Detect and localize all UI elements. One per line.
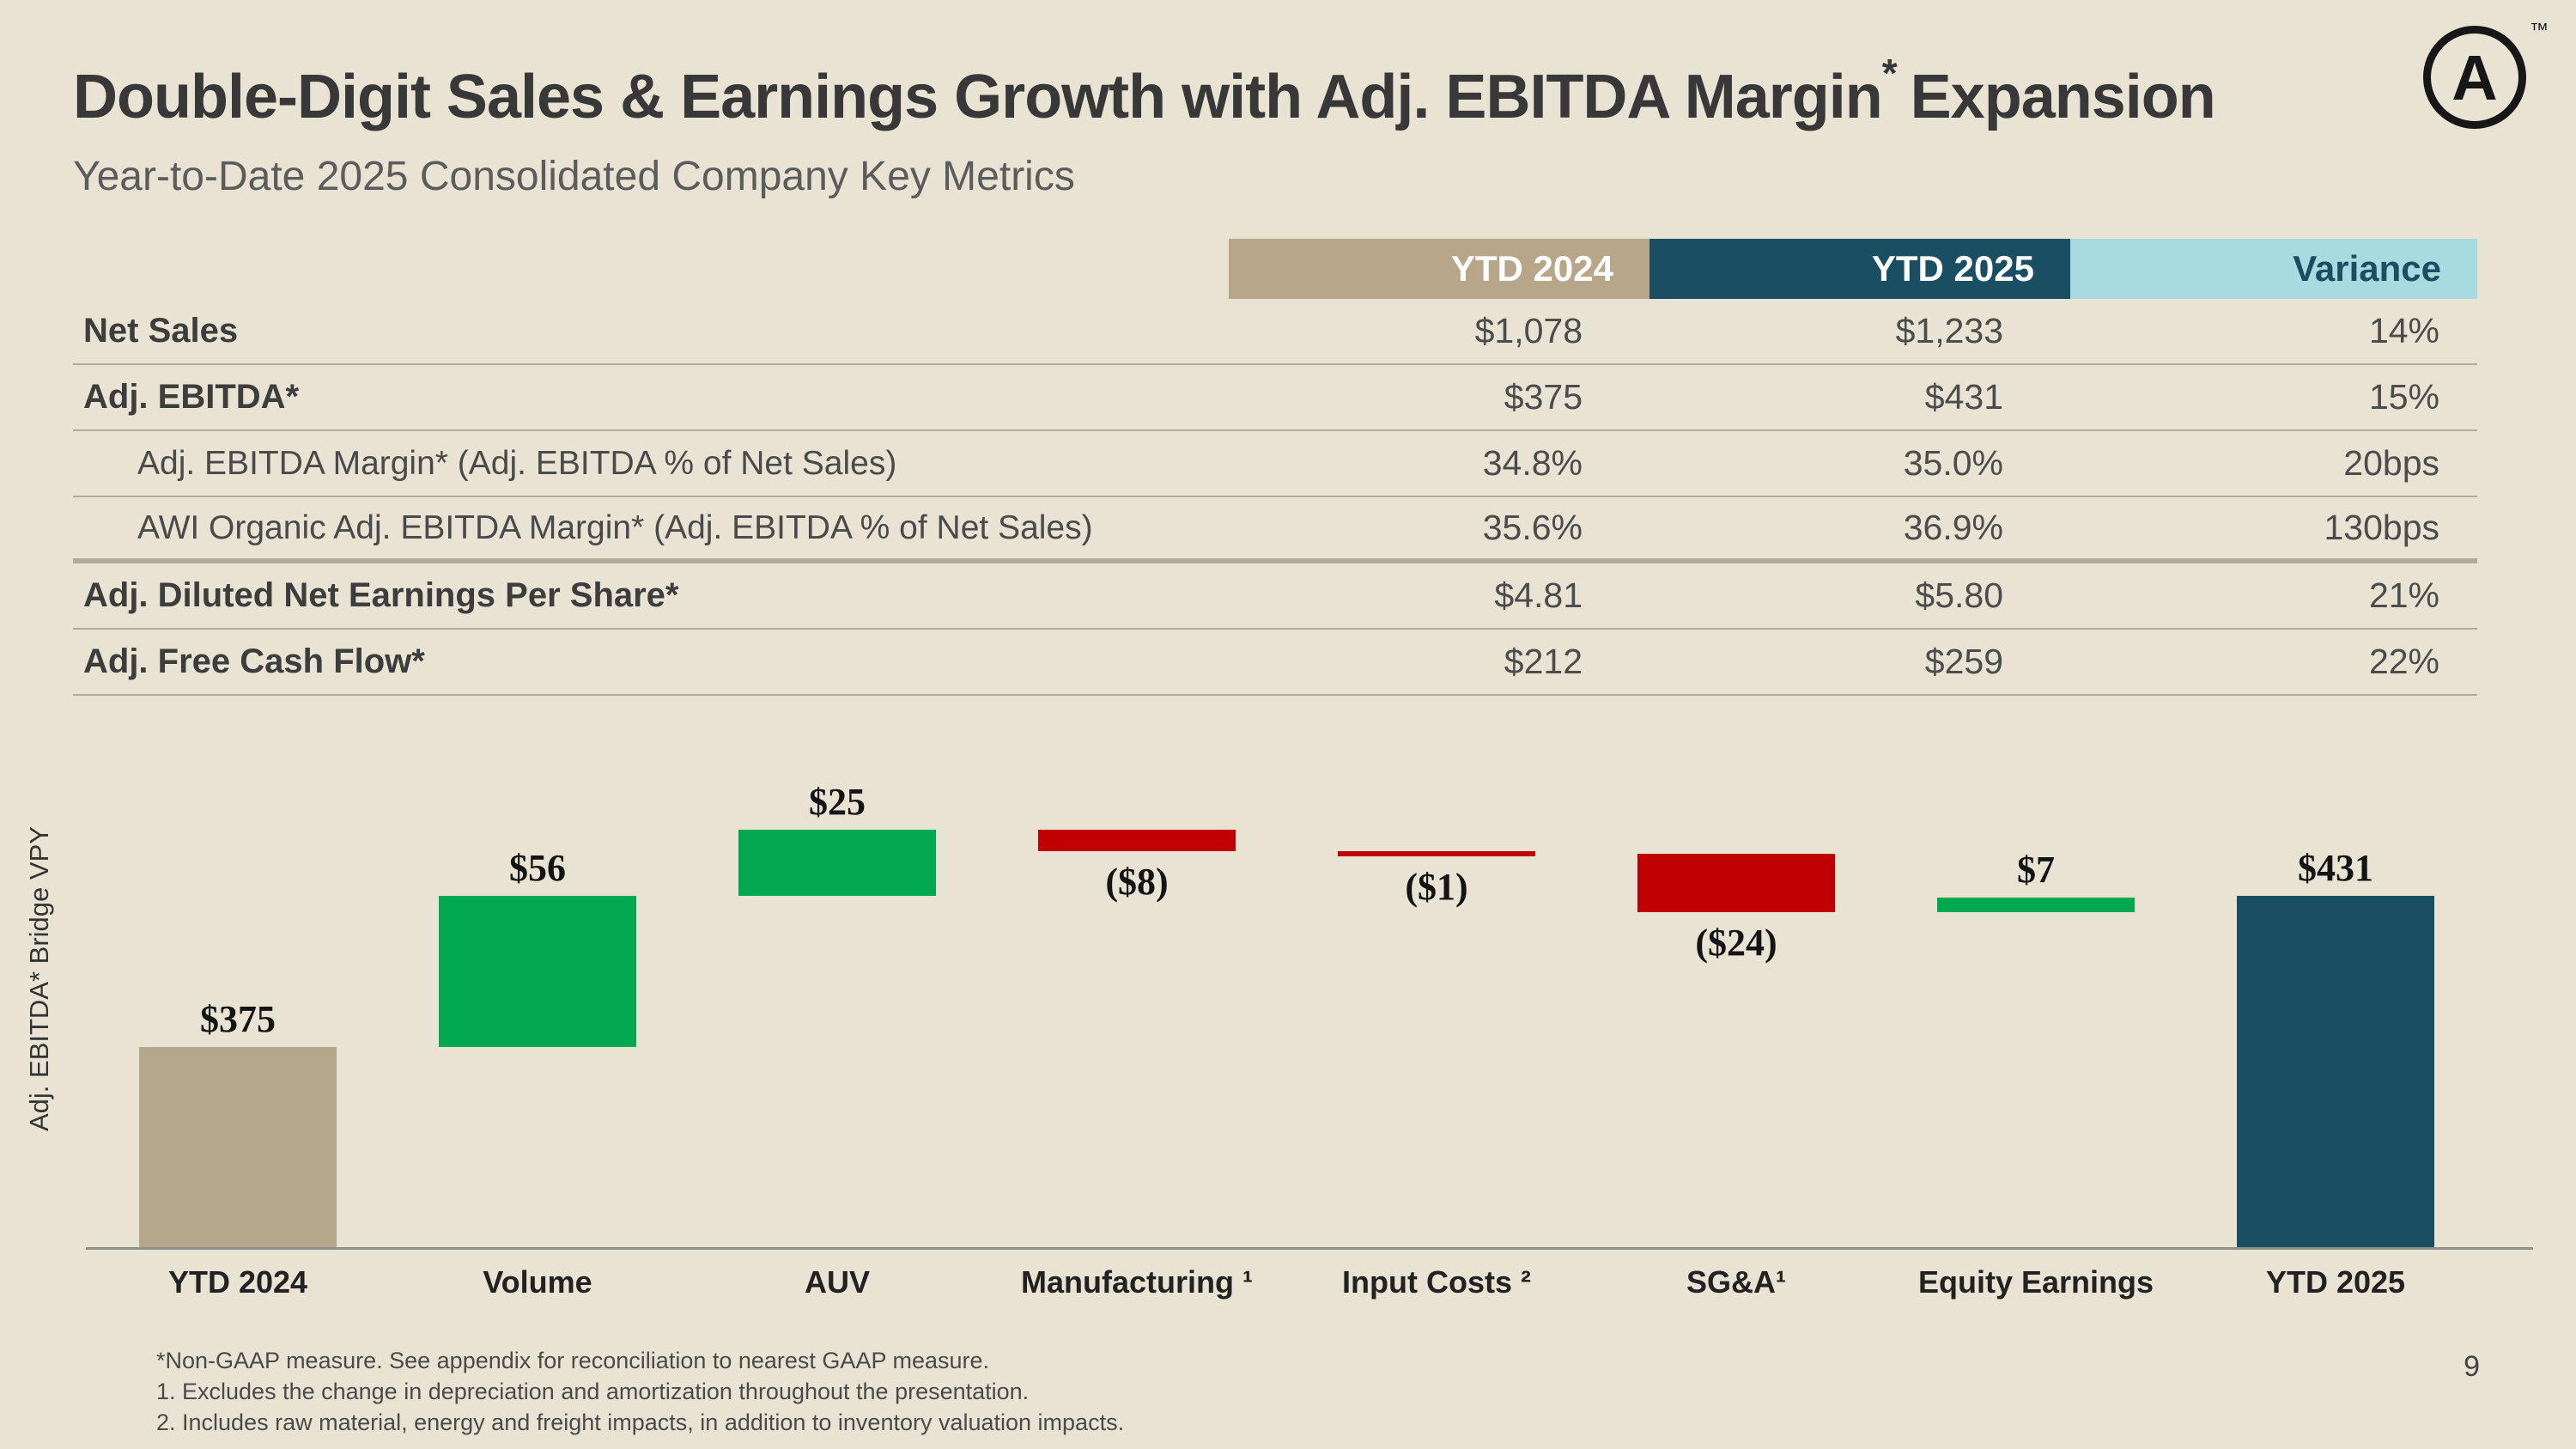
- bar-value-label: $431: [2298, 847, 2373, 889]
- column-header-variance: Variance: [2070, 239, 2477, 299]
- column-header-ytd-2024: YTD 2024: [1229, 239, 1649, 299]
- category-label: Manufacturing ¹: [1021, 1264, 1253, 1300]
- waterfall-bar-7: [1937, 898, 2135, 912]
- cell-variance: 15%: [2368, 377, 2439, 417]
- bar-value-label: $25: [809, 781, 866, 823]
- waterfall-bar-2: [439, 896, 636, 1047]
- row-label: Adj. Diluted Net Earnings Per Share*: [83, 576, 679, 614]
- category-label: Volume: [483, 1264, 592, 1300]
- bar-value-label: ($8): [1105, 861, 1169, 903]
- row-label: AWI Organic Adj. EBITDA Margin* (Adj. EB…: [137, 508, 1093, 546]
- cell-ytd-2025: $259: [1924, 642, 2003, 681]
- waterfall-chart: $375 YTD 2024 $56 Volume $25 AUV ($8) Manufactu…: [86, 773, 2533, 1349]
- cell-ytd-2024: $375: [1504, 377, 1583, 417]
- footnote-1: 1. Excludes the change in depreciation a…: [156, 1379, 1030, 1404]
- bar-value-label: ($24): [1695, 922, 1777, 964]
- title-asterisk: *: [1881, 51, 1898, 95]
- bar-value-label: $7: [2017, 849, 2055, 892]
- bar-value-label: $56: [509, 847, 566, 889]
- title-main: Double-Digit Sales & Earnings Growth wit…: [73, 63, 1883, 131]
- table-row-adj-ebitda: Adj. EBITDA* $375 $431 15%: [73, 365, 2477, 431]
- waterfall-bar-6: [1637, 854, 1835, 912]
- cell-ytd-2025: $1,233: [1895, 311, 2003, 350]
- waterfall-bar-5: [1338, 851, 1535, 856]
- title-tail: Expansion: [1910, 63, 2216, 131]
- column-header-ytd-2025: YTD 2025: [1649, 239, 2070, 299]
- waterfall-bar-4: [1038, 830, 1236, 851]
- category-label: AUV: [804, 1264, 870, 1300]
- cell-ytd-2024: 35.6%: [1482, 508, 1583, 547]
- category-label: YTD 2024: [167, 1264, 308, 1300]
- trademark-symbol: ™: [2530, 19, 2549, 40]
- cell-ytd-2025: 36.9%: [1903, 508, 2003, 547]
- row-label: Adj. EBITDA Margin* (Adj. EBITDA % of Ne…: [137, 444, 897, 482]
- bar-value-label: ($1): [1405, 866, 1468, 908]
- row-label: Net Sales: [83, 312, 239, 350]
- cell-ytd-2025: $431: [1924, 377, 2003, 417]
- table-header-row: YTD 2024 YTD 2025 Variance: [73, 239, 2477, 299]
- page-number: 9: [2464, 1350, 2480, 1383]
- footnotes: *Non-GAAP measure. See appendix for reco…: [156, 1345, 1124, 1438]
- footnote-non-gaap: *Non-GAAP measure. See appendix for reco…: [156, 1348, 990, 1373]
- table-row-adj-free-cash-flow: Adj. Free Cash Flow* $212 $259 22%: [73, 630, 2477, 696]
- cell-ytd-2025: $5.80: [1915, 575, 2003, 615]
- waterfall-bar-3: [738, 830, 936, 896]
- header-spacer: [73, 239, 1229, 299]
- cell-variance: 22%: [2368, 642, 2439, 681]
- chart-y-axis-label: Adj. EBITDA* Bridge VPY: [24, 826, 54, 1132]
- table-row-net-sales: Net Sales $1,078 $1,233 14%: [73, 299, 2477, 365]
- chart-baseline-axis: [86, 1247, 2533, 1250]
- waterfall-bar-8: [2237, 896, 2434, 1247]
- table-row-adj-ebitda-margin: Adj. EBITDA Margin* (Adj. EBITDA % of Ne…: [73, 431, 2477, 497]
- footnote-2: 2. Includes raw material, energy and fre…: [156, 1409, 1125, 1435]
- cell-ytd-2024: $1,078: [1474, 311, 1583, 350]
- page-title: Double-Digit Sales & Earnings Growth wit…: [73, 50, 2216, 132]
- cell-ytd-2025: 35.0%: [1903, 443, 2003, 483]
- subtitle: Year-to-Date 2025 Consolidated Company K…: [73, 154, 1075, 199]
- cell-variance: 14%: [2368, 311, 2439, 350]
- cell-variance: 21%: [2368, 575, 2439, 615]
- cell-variance: 20bps: [2343, 443, 2439, 483]
- company-logo-icon: A: [2423, 26, 2526, 129]
- category-label: Equity Earnings: [1917, 1264, 2154, 1300]
- category-label: SG&A¹: [1686, 1264, 1786, 1300]
- bar-value-label: $375: [200, 998, 276, 1040]
- category-label: Input Costs ²: [1342, 1264, 1531, 1300]
- table-row-awi-organic-margin: AWI Organic Adj. EBITDA Margin* (Adj. EB…: [73, 497, 2477, 563]
- cell-variance: 130bps: [2324, 508, 2439, 547]
- cell-ytd-2024: 34.8%: [1482, 443, 1583, 483]
- key-metrics-table: YTD 2024 YTD 2025 Variance Net Sales $1,…: [73, 239, 2477, 696]
- cell-ytd-2024: $212: [1504, 642, 1583, 681]
- table-row-adj-diluted-eps: Adj. Diluted Net Earnings Per Share* $4.…: [73, 563, 2477, 630]
- row-label: Adj. Free Cash Flow*: [83, 642, 425, 680]
- cell-ytd-2024: $4.81: [1494, 575, 1583, 615]
- category-label: YTD 2025: [2265, 1264, 2406, 1300]
- waterfall-bar-1: [139, 1047, 337, 1247]
- row-label: Adj. EBITDA*: [83, 378, 300, 416]
